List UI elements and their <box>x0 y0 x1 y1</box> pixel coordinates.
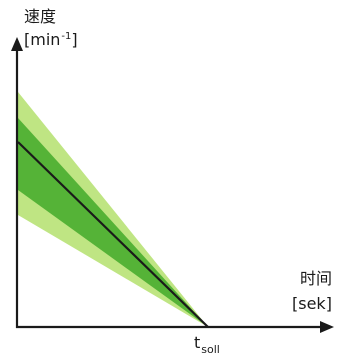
x-axis-title: 时间 <box>300 269 333 288</box>
y-axis-unit-open: [ <box>24 30 31 49</box>
y-axis-unit: [min-1] <box>24 31 78 52</box>
x-axis-unit: [sek] <box>292 294 332 313</box>
target-time-label: tsoll <box>194 333 220 357</box>
target-time-base: t <box>194 333 201 352</box>
target-time-subscript: soll <box>201 343 220 356</box>
y-axis-title: 速度 <box>24 7 57 26</box>
x-axis-arrow <box>320 321 334 333</box>
speed-ramp-line <box>17 141 209 328</box>
y-axis-unit-close: ] <box>71 30 78 49</box>
y-axis-arrow <box>11 37 23 51</box>
tolerance-band-outer <box>18 92 208 327</box>
tolerance-band-inner <box>18 118 208 327</box>
y-axis-unit-exponent: -1 <box>61 31 72 42</box>
y-axis-unit-base: min <box>30 30 61 49</box>
